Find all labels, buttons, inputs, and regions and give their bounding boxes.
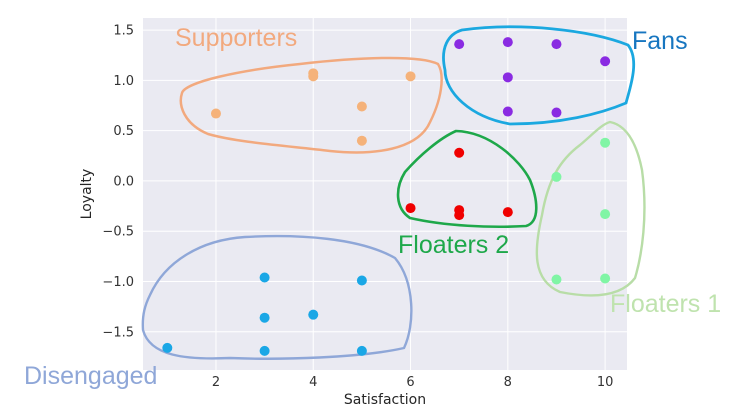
x-tick-labels: 2 4 6 8 10 bbox=[212, 375, 614, 390]
floaters-1-point bbox=[551, 274, 562, 285]
x-tick-label: 10 bbox=[597, 375, 614, 390]
floaters-1-label: Floaters 1 bbox=[610, 290, 721, 318]
floaters-2-point bbox=[454, 147, 465, 158]
floaters-2-point bbox=[405, 203, 416, 214]
floaters-2-outline bbox=[396, 129, 538, 229]
y-axis-label: Loyalty bbox=[79, 169, 95, 220]
disengaged-outline bbox=[141, 234, 413, 360]
y-tick-label: 0.5 bbox=[113, 124, 134, 139]
x-tick-label: 8 bbox=[504, 375, 512, 390]
fans-point bbox=[551, 39, 562, 50]
x-tick-label: 2 bbox=[212, 375, 220, 390]
supporters-outline bbox=[179, 56, 443, 154]
data-points bbox=[162, 37, 611, 356]
fans-label: Fans bbox=[632, 27, 688, 55]
floaters-2-label: Floaters 2 bbox=[398, 231, 509, 259]
supporters-point bbox=[210, 108, 221, 119]
floaters-1-point bbox=[600, 209, 611, 220]
y-tick-label: 1.5 bbox=[113, 24, 134, 39]
x-tick-label: 4 bbox=[309, 375, 317, 390]
fans-outline bbox=[442, 25, 636, 126]
x-axis-label: Satisfaction bbox=[344, 392, 426, 408]
supporters-point bbox=[356, 135, 367, 146]
disengaged-label: Disengaged bbox=[24, 362, 157, 390]
fans-point bbox=[600, 56, 611, 67]
cluster-outlines bbox=[141, 25, 646, 360]
x-tick-label: 6 bbox=[406, 375, 414, 390]
disengaged-point bbox=[356, 345, 367, 356]
floaters-1-point bbox=[600, 137, 611, 148]
y-tick-labels: −1.5 −1.0 −0.5 0.0 0.5 1.0 1.5 bbox=[102, 24, 134, 341]
fans-point bbox=[502, 37, 513, 48]
floaters-2-point bbox=[454, 210, 465, 221]
disengaged-point bbox=[259, 312, 270, 323]
y-tick-label: −1.5 bbox=[102, 325, 134, 340]
fans-point bbox=[551, 107, 562, 118]
fans-point bbox=[502, 72, 513, 83]
y-tick-label: 0.0 bbox=[113, 174, 134, 189]
disengaged-point bbox=[308, 309, 319, 320]
supporters-label: Supporters bbox=[175, 24, 297, 52]
disengaged-point bbox=[259, 345, 270, 356]
fans-point bbox=[454, 39, 465, 50]
floaters-1-point bbox=[600, 273, 611, 284]
disengaged-point bbox=[259, 272, 270, 283]
supporters-point bbox=[405, 71, 416, 82]
y-tick-label: −1.0 bbox=[102, 275, 134, 290]
disengaged-point bbox=[356, 275, 367, 286]
floaters-2-point bbox=[502, 207, 513, 218]
y-tick-label: −0.5 bbox=[102, 225, 134, 240]
supporters-point bbox=[308, 71, 319, 82]
fans-point bbox=[502, 106, 513, 117]
disengaged-point bbox=[162, 342, 173, 353]
floaters-1-point bbox=[551, 171, 562, 182]
floaters-1-outline bbox=[535, 120, 646, 297]
supporters-point bbox=[356, 101, 367, 112]
y-tick-label: 1.0 bbox=[113, 74, 134, 89]
